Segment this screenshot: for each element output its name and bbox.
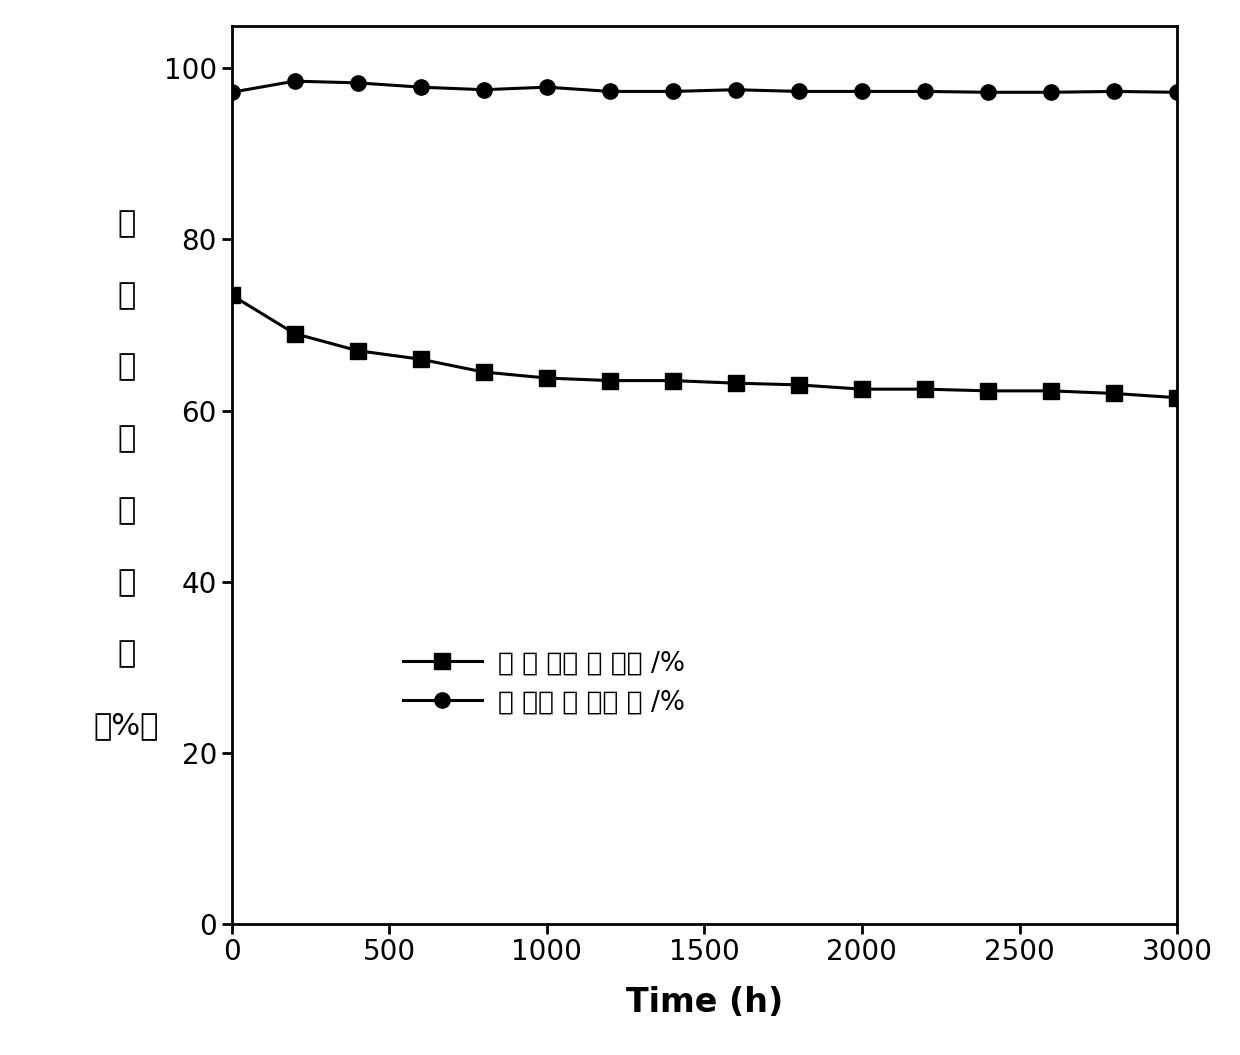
square	[413, 352, 428, 365]
circle	[413, 81, 428, 94]
square	[539, 371, 554, 384]
circle	[918, 85, 932, 98]
square	[1169, 391, 1184, 404]
Line: circle: circle	[224, 74, 1184, 100]
square	[791, 379, 806, 391]
circle	[981, 85, 996, 98]
square	[728, 377, 743, 389]
circle	[603, 85, 618, 98]
square	[476, 366, 491, 379]
Text: 率: 率	[117, 352, 135, 382]
circle	[854, 85, 869, 98]
Legend: 邻 苯 二酚 转 化率 /%, 愈 创木 酚 选择 性 /%: 邻 苯 二酚 转 化率 /%, 愈 创木 酚 选择 性 /%	[392, 640, 696, 726]
Line: square: square	[224, 287, 1184, 405]
circle	[1044, 85, 1059, 98]
circle	[1169, 85, 1184, 98]
square	[288, 327, 303, 340]
circle	[728, 83, 743, 96]
Text: 性: 性	[117, 639, 135, 669]
circle	[791, 85, 806, 98]
circle	[288, 75, 303, 88]
X-axis label: Time (h): Time (h)	[626, 986, 782, 1019]
Text: 择: 择	[117, 568, 135, 597]
Text: 转: 转	[117, 209, 135, 238]
square	[603, 375, 618, 387]
circle	[224, 85, 239, 98]
square	[666, 375, 681, 387]
circle	[539, 81, 554, 94]
Text: （%）: （%）	[93, 711, 159, 741]
Text: 和: 和	[117, 424, 135, 454]
square	[1106, 387, 1121, 400]
circle	[1106, 85, 1121, 98]
circle	[666, 85, 681, 98]
circle	[350, 77, 365, 90]
square	[224, 289, 239, 302]
square	[981, 384, 996, 397]
square	[1044, 384, 1059, 397]
Text: 选: 选	[117, 496, 135, 525]
circle	[476, 83, 491, 96]
Text: 化: 化	[117, 281, 135, 310]
square	[918, 383, 932, 396]
square	[854, 383, 869, 396]
square	[350, 344, 365, 357]
